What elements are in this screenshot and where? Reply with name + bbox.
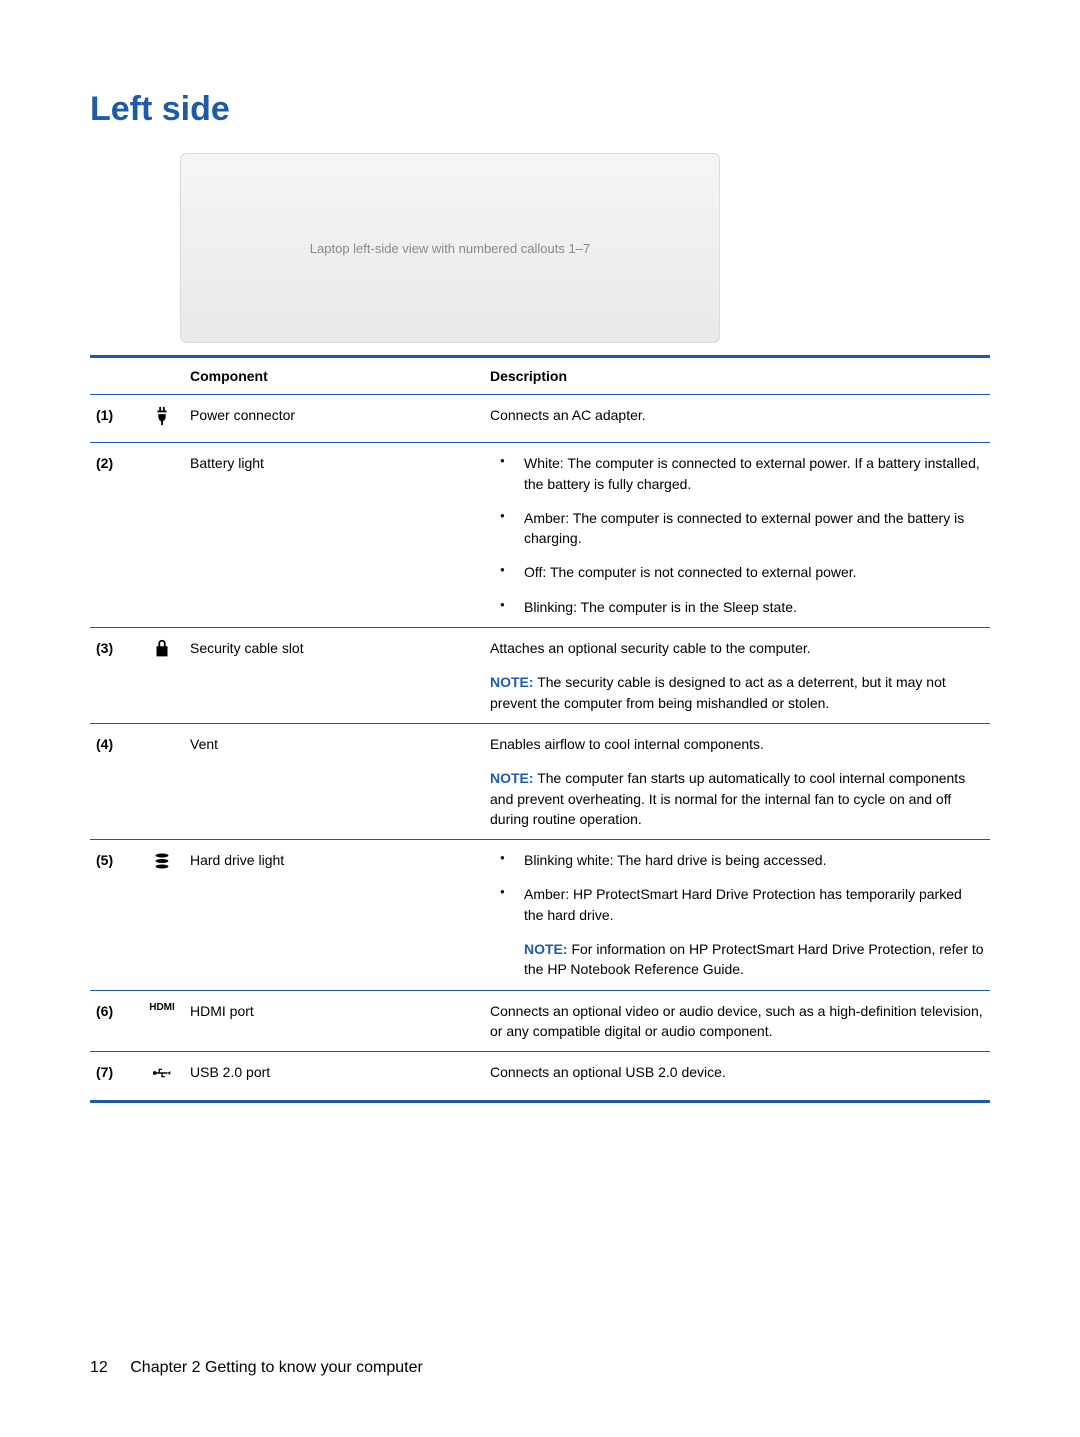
bullet-item: Amber: HP ProtectSmart Hard Drive Protec… xyxy=(510,884,984,979)
component-description: Connects an optional video or audio devi… xyxy=(484,990,990,1052)
bullet-text: Amber: HP ProtectSmart Hard Drive Protec… xyxy=(524,886,962,922)
component-description: Blinking white: The hard drive is being … xyxy=(484,840,990,990)
table-row: (6) HDMI HDMI port Connects an optional … xyxy=(90,990,990,1052)
row-number: (6) xyxy=(90,990,140,1052)
row-number: (1) xyxy=(90,395,140,443)
note-text: The computer fan starts up automatically… xyxy=(490,770,965,827)
desc-bullets: Blinking white: The hard drive is being … xyxy=(490,850,984,979)
power-plug-icon xyxy=(140,395,184,443)
component-name: Vent xyxy=(184,723,484,839)
table-row: (5) Hard drive light Blinking white: The… xyxy=(90,840,990,990)
bullet-item: Blinking white: The hard drive is being … xyxy=(510,850,984,870)
header-description: Description xyxy=(484,357,990,395)
components-table: Component Description (1) Power connecto… xyxy=(90,355,990,1103)
bullet-item: Amber: The computer is connected to exte… xyxy=(510,508,984,549)
bullet-item: Blinking: The computer is in the Sleep s… xyxy=(510,597,984,617)
note-label: NOTE: xyxy=(490,770,534,786)
bullet-item: White: The computer is connected to exte… xyxy=(510,453,984,494)
page-number: 12 xyxy=(90,1359,108,1376)
blank-icon xyxy=(140,723,184,839)
component-description: White: The computer is connected to exte… xyxy=(484,443,990,628)
desc-note: NOTE: For information on HP ProtectSmart… xyxy=(524,939,984,980)
page-title: Left side xyxy=(90,90,990,129)
component-name: Power connector xyxy=(184,395,484,443)
component-name: Battery light xyxy=(184,443,484,628)
desc-text: Enables airflow to cool internal compone… xyxy=(490,734,984,754)
diagram-alt-text: Laptop left-side view with numbered call… xyxy=(310,241,590,256)
table-row: (4) Vent Enables airflow to cool interna… xyxy=(90,723,990,839)
row-number: (7) xyxy=(90,1052,140,1101)
component-name: HDMI port xyxy=(184,990,484,1052)
blank-icon xyxy=(140,443,184,628)
note-text: The security cable is designed to act as… xyxy=(490,674,946,710)
lock-icon xyxy=(140,628,184,724)
component-description: Connects an AC adapter. xyxy=(484,395,990,443)
laptop-diagram: Laptop left-side view with numbered call… xyxy=(180,153,720,343)
table-row: (7) USB 2.0 port Connects an optional US… xyxy=(90,1052,990,1101)
note-label: NOTE: xyxy=(490,674,534,690)
table-row: (2) Battery light White: The computer is… xyxy=(90,443,990,628)
bullet-item: Off: The computer is not connected to ex… xyxy=(510,562,984,582)
component-description: Attaches an optional security cable to t… xyxy=(484,628,990,724)
table-row: (1) Power connector Connects an AC adapt… xyxy=(90,395,990,443)
desc-text: Connects an AC adapter. xyxy=(490,405,984,425)
header-component: Component xyxy=(184,357,484,395)
row-number: (2) xyxy=(90,443,140,628)
usb-icon xyxy=(140,1052,184,1101)
page-footer: 12 Chapter 2 Getting to know your comput… xyxy=(90,1359,423,1377)
table-row: (3) Security cable slot Attaches an opti… xyxy=(90,628,990,724)
note-label: NOTE: xyxy=(524,941,568,957)
header-blank-icon xyxy=(140,357,184,395)
desc-text: Connects an optional video or audio devi… xyxy=(490,1001,984,1042)
component-name: USB 2.0 port xyxy=(184,1052,484,1101)
note-text: For information on HP ProtectSmart Hard … xyxy=(524,941,984,977)
desc-note: NOTE: The computer fan starts up automat… xyxy=(490,768,984,829)
component-description: Enables airflow to cool internal compone… xyxy=(484,723,990,839)
component-name: Hard drive light xyxy=(184,840,484,990)
chapter-title: Chapter 2 Getting to know your computer xyxy=(130,1359,423,1376)
desc-note: NOTE: The security cable is designed to … xyxy=(490,672,984,713)
page-content: Left side Laptop left-side view with num… xyxy=(0,0,1080,1103)
row-number: (3) xyxy=(90,628,140,724)
row-number: (4) xyxy=(90,723,140,839)
row-number: (5) xyxy=(90,840,140,990)
hdmi-icon: HDMI xyxy=(140,990,184,1052)
desc-text: Attaches an optional security cable to t… xyxy=(490,638,984,658)
desc-bullets: White: The computer is connected to exte… xyxy=(490,453,984,617)
desc-text: Connects an optional USB 2.0 device. xyxy=(490,1062,984,1082)
header-blank-num xyxy=(90,357,140,395)
component-name: Security cable slot xyxy=(184,628,484,724)
component-description: Connects an optional USB 2.0 device. xyxy=(484,1052,990,1101)
hard-drive-icon xyxy=(140,840,184,990)
